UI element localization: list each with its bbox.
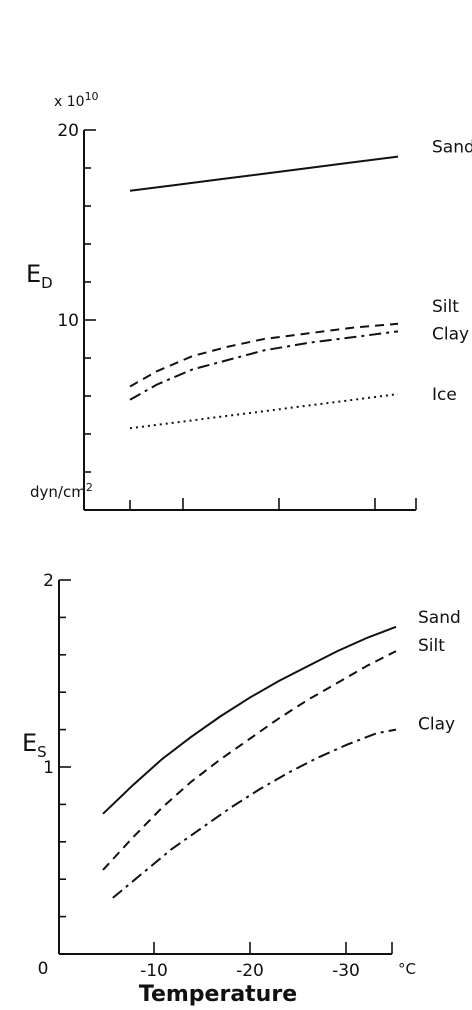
y-multiplier: x 1010 [54, 90, 99, 111]
series-label-ice: Ice [432, 385, 457, 405]
series-label-sand: Sand [432, 138, 472, 158]
es-series-labels: Sand Silt Clay [418, 608, 461, 735]
series-label-clay: Clay [432, 324, 469, 344]
series-line-sand [129, 155, 399, 192]
y-tick-label: 2 [43, 571, 54, 591]
x-axis-unit: °C [398, 960, 416, 978]
x-axis-title: Temperature [139, 982, 297, 1007]
series-line-clay [112, 728, 397, 899]
y-tick-label: 10 [57, 311, 79, 331]
x-tick-label: 0 [38, 959, 49, 979]
series-label-silt: Silt [418, 636, 445, 656]
x-tick-label: -10 [140, 961, 168, 981]
ed-series-labels: Sand Silt Clay Ice [432, 138, 472, 406]
x-tick-label: -20 [236, 961, 264, 981]
y-tick-label: 20 [57, 121, 79, 141]
series-label-silt: Silt [432, 297, 459, 317]
series-line-silt [129, 322, 399, 388]
ed-x-axis [84, 498, 417, 511]
es-x-axis: 0 -10 -20 -30 [38, 942, 393, 981]
y-tick-label: 1 [43, 758, 54, 778]
ed-series-lines [129, 155, 399, 430]
series-line-clay [129, 330, 399, 401]
es-y-axis: 21 [43, 571, 71, 954]
series-label-sand: Sand [418, 608, 461, 628]
series-label-clay: Clay [418, 715, 455, 735]
series-line-sand [102, 625, 397, 815]
ed-y-unit: dyn/cm2 [30, 481, 93, 502]
es-series-lines [102, 625, 397, 899]
x-tick-label: -30 [332, 961, 360, 981]
es-y-label: ES [22, 729, 47, 761]
series-line-ice [129, 393, 399, 430]
series-line-silt [102, 650, 397, 871]
ed-y-label: ED [26, 260, 53, 292]
